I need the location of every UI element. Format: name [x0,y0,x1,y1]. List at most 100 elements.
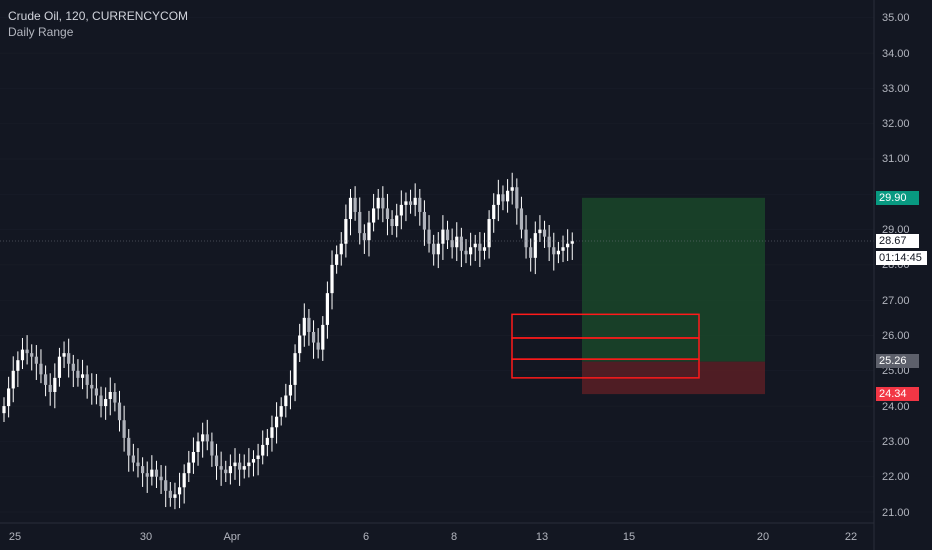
candle-body [367,222,371,241]
candle-body [372,208,376,223]
candle-body [238,462,242,470]
candle-body [510,187,514,191]
candle-body [422,211,427,230]
candle-body [436,243,440,255]
candle-body [187,462,191,474]
price-label: 34.00 [882,48,910,60]
candle-body [311,331,316,343]
time-label: Apr [223,531,241,543]
time-label: 20 [756,531,770,543]
candle-body [233,462,237,467]
candle-body [325,293,329,325]
candle-body [85,374,89,385]
time-label: 30 [139,531,153,543]
candle-body [71,363,75,371]
candle-body [556,250,560,255]
candle-body [80,374,85,378]
candle-body [293,353,297,385]
candle-body [321,324,325,350]
candle-body [330,264,334,294]
zone-box [511,358,700,379]
candle-body [445,229,450,241]
candle-body [570,241,574,244]
candle-body [385,208,390,220]
candle-body [177,487,182,495]
candle-body [408,201,413,205]
candle-body [492,204,496,220]
grid-lines [0,17,874,513]
candle-body [529,247,533,258]
price-label: 21.00 [882,507,910,519]
price-label: 24.00 [882,401,910,413]
candle-body [150,469,154,477]
candle-body [473,243,477,248]
candle-body [464,250,468,255]
candle-body [376,197,380,209]
candle-body [478,243,482,251]
time-label: 6 [362,531,370,543]
candle-body [76,370,80,378]
candle-body [16,360,20,371]
price-label: 26.00 [882,330,910,342]
candle-body [145,473,149,477]
candle-body [113,391,117,403]
indicator-label[interactable]: Daily Range [8,25,74,39]
candle-body [288,384,293,396]
candle-body [219,466,223,470]
candle-body [542,229,547,237]
candle-body [279,406,283,417]
candle-body [561,247,565,251]
candle-body [210,441,214,456]
candle-body [141,466,145,474]
candle-body [547,236,551,248]
candle-body [196,441,200,452]
candle-body [154,469,159,477]
candle-body [43,374,48,385]
candle-series [2,172,574,510]
candle-body [524,229,528,248]
candle-body [108,391,112,400]
candle-body [11,370,15,389]
candle-body [191,451,196,463]
candle-body [25,349,29,354]
candle-body [261,444,265,456]
candle-body [274,416,279,428]
candle-body [381,197,385,209]
candle-body [335,254,339,265]
candle-body [104,399,108,407]
price-label: 29.00 [882,224,910,236]
target-price-tag: 29.90 [876,191,919,205]
candle-body [390,219,394,227]
countdown-tag: 01:14:45 [876,251,927,265]
candle-body [247,462,251,467]
candle-body [201,434,205,442]
price-label: 31.00 [882,153,910,165]
candle-body [90,384,94,389]
symbol-title[interactable]: Crude Oil, 120, CURRENCYCOM [8,9,189,23]
current-price-tag: 28.67 [876,234,919,248]
candle-body [427,229,431,244]
price-label: 27.00 [882,295,910,307]
candle-body [302,317,306,336]
candle-body [344,219,348,244]
candle-body [395,215,399,227]
candle-body [53,377,57,392]
candle-body [122,420,126,438]
candle-body [501,194,505,202]
price-label: 22.00 [882,471,910,483]
candle-body [270,427,274,438]
candle-body [450,240,454,248]
candle-body [164,480,168,491]
candle-body [127,437,131,456]
time-label: 8 [450,531,458,543]
candle-body [362,233,366,241]
candle-body [57,356,62,378]
candle-body [173,494,177,498]
candle-body [358,211,362,234]
candle-body [339,243,343,255]
price-label: 23.00 [882,436,910,448]
candle-body [505,190,510,202]
position-zones [582,197,765,395]
